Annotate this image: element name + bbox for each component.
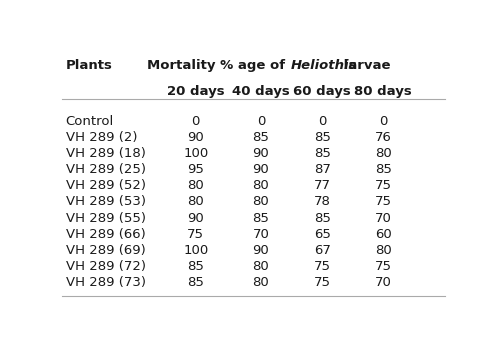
Text: VH 289 (55): VH 289 (55) — [66, 212, 146, 224]
Text: 67: 67 — [314, 244, 330, 257]
Text: 76: 76 — [375, 131, 392, 144]
Text: 78: 78 — [314, 195, 330, 209]
Text: VH 289 (72): VH 289 (72) — [66, 260, 146, 273]
Text: 75: 75 — [375, 195, 392, 209]
Text: 80: 80 — [252, 260, 269, 273]
Text: 75: 75 — [187, 228, 204, 241]
Text: VH 289 (66): VH 289 (66) — [66, 228, 145, 241]
Text: 75: 75 — [375, 260, 392, 273]
Text: 90: 90 — [187, 131, 204, 144]
Text: 80: 80 — [252, 179, 269, 192]
Text: 85: 85 — [252, 212, 269, 224]
Text: 60 days: 60 days — [293, 85, 351, 98]
Text: 80: 80 — [187, 179, 204, 192]
Text: 95: 95 — [187, 163, 204, 176]
Text: Heliothis: Heliothis — [290, 59, 357, 72]
Text: Plants: Plants — [66, 59, 113, 72]
Text: 70: 70 — [375, 276, 392, 289]
Text: 80 days: 80 days — [355, 85, 412, 98]
Text: 0: 0 — [257, 115, 265, 128]
Text: 75: 75 — [375, 179, 392, 192]
Text: 60: 60 — [375, 228, 392, 241]
Text: VH 289 (18): VH 289 (18) — [66, 147, 145, 160]
Text: 85: 85 — [314, 147, 330, 160]
Text: VH 289 (53): VH 289 (53) — [66, 195, 146, 209]
Text: VH 289 (73): VH 289 (73) — [66, 276, 146, 289]
Text: 0: 0 — [379, 115, 387, 128]
Text: Control: Control — [66, 115, 114, 128]
Text: VH 289 (2): VH 289 (2) — [66, 131, 137, 144]
Text: larvae: larvae — [339, 59, 391, 72]
Text: VH 289 (52): VH 289 (52) — [66, 179, 146, 192]
Text: 80: 80 — [375, 147, 392, 160]
Text: 65: 65 — [314, 228, 330, 241]
Text: 87: 87 — [314, 163, 330, 176]
Text: 85: 85 — [187, 276, 204, 289]
Text: 85: 85 — [375, 163, 392, 176]
Text: 85: 85 — [314, 212, 330, 224]
Text: 85: 85 — [314, 131, 330, 144]
Text: 100: 100 — [183, 244, 208, 257]
Text: VH 289 (25): VH 289 (25) — [66, 163, 146, 176]
Text: 80: 80 — [252, 195, 269, 209]
Text: 40 days: 40 days — [232, 85, 289, 98]
Text: 90: 90 — [252, 244, 269, 257]
Text: 75: 75 — [314, 260, 330, 273]
Text: 80: 80 — [375, 244, 392, 257]
Text: 77: 77 — [314, 179, 330, 192]
Text: VH 289 (69): VH 289 (69) — [66, 244, 145, 257]
Text: 20 days: 20 days — [167, 85, 225, 98]
Text: 100: 100 — [183, 147, 208, 160]
Text: 80: 80 — [187, 195, 204, 209]
Text: 75: 75 — [314, 276, 330, 289]
Text: 0: 0 — [318, 115, 326, 128]
Text: 90: 90 — [187, 212, 204, 224]
Text: 90: 90 — [252, 163, 269, 176]
Text: 80: 80 — [252, 276, 269, 289]
Text: 90: 90 — [252, 147, 269, 160]
Text: 0: 0 — [192, 115, 200, 128]
Text: 85: 85 — [252, 131, 269, 144]
Text: 85: 85 — [187, 260, 204, 273]
Text: 70: 70 — [375, 212, 392, 224]
Text: Mortality % age of: Mortality % age of — [147, 59, 289, 72]
Text: 70: 70 — [252, 228, 269, 241]
